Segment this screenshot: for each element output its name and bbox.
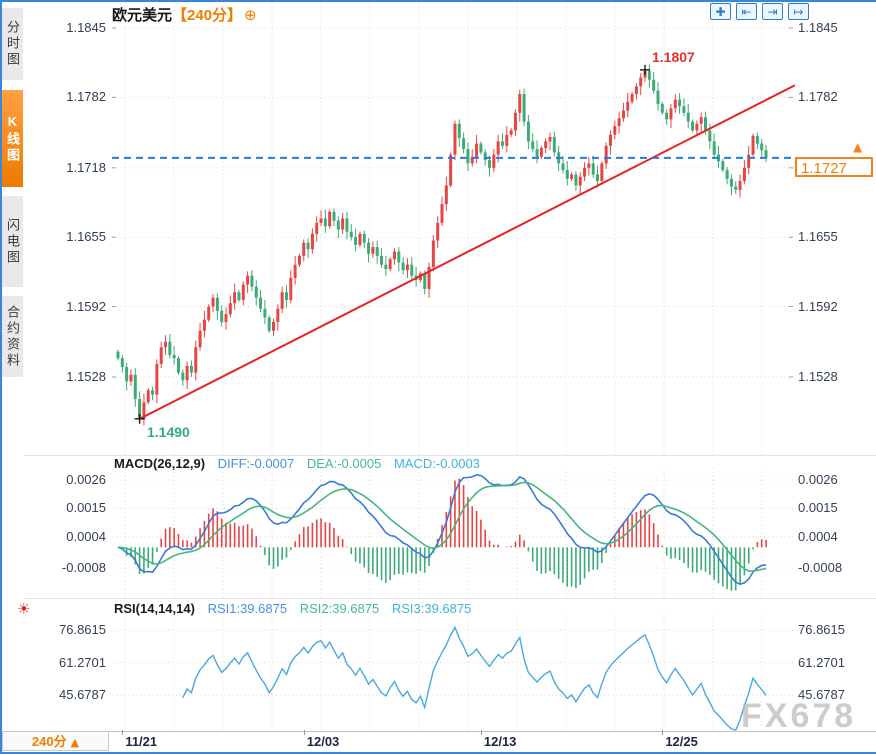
shift-right-icon[interactable]: ↦ (788, 3, 809, 20)
y-axis-label: 1.1782 (798, 89, 838, 105)
rsi3-value: RSI3:39.6875 (391, 601, 472, 616)
y-axis-label: -0.0008 (61, 559, 106, 575)
y-axis-label: 1.1592 (798, 298, 838, 314)
y-axis-label: 76.8615 (59, 622, 106, 637)
macd-macd-value: MACD:-0.0003 (393, 456, 480, 471)
low-price-annotation: 1.1490 (147, 424, 190, 440)
sidebar-item-candle-chart[interactable]: K线图 (2, 90, 23, 187)
x-axis-tick (480, 730, 482, 735)
x-axis-label: 12/13 (483, 734, 517, 749)
y-axis-label: 1.1592 (66, 298, 106, 314)
period-dropdown-arrow-icon: ▲ (70, 736, 80, 749)
y-axis-label: 0.0026 (798, 472, 838, 487)
pan-icon[interactable]: ✚ (710, 3, 731, 20)
macd-chart[interactable] (112, 468, 795, 598)
sidebar-item-lightning-chart[interactable]: 闪电图 (2, 196, 23, 287)
y-axis-label: 0.0015 (66, 500, 106, 516)
macd-dea-value: DEA:-0.0005 (306, 456, 382, 471)
rsi-title: RSI(14,14,14) (114, 601, 195, 616)
window-border-bottom (0, 752, 876, 754)
macd-title: MACD(26,12,9) (114, 456, 206, 471)
zoom-in-icon[interactable]: ⇥ (762, 3, 783, 20)
y-axis-label: 0.0026 (66, 472, 106, 487)
sidebar-item-timeline-chart[interactable]: 分时图 (2, 8, 23, 80)
chart-title: 欧元美元【240分】 ⊕ (112, 4, 257, 25)
x-axis-tick (303, 730, 305, 735)
current-price-tag: 1.1727 (795, 157, 873, 177)
y-axis-label: 1.1528 (798, 369, 838, 384)
y-axis-label: 0.0015 (798, 500, 838, 516)
x-axis-tick (662, 730, 664, 735)
window-border-top (0, 0, 876, 2)
rsi2-value: RSI2:39.6875 (299, 601, 380, 616)
x-axis-label: 12/03 (306, 734, 340, 749)
y-axis-label: 61.2701 (798, 654, 845, 670)
rsi-header: RSI(14,14,14) RSI1:39.6875 RSI2:39.6875 … (114, 601, 471, 616)
y-axis-label: 1.1845 (66, 20, 106, 35)
macd-header: MACD(26,12,9) DIFF:-0.0007 DEA:-0.0005 M… (114, 456, 480, 471)
period-selector[interactable]: 240分 ▲ (2, 731, 109, 751)
window-border-left (0, 0, 2, 754)
y-axis-label: 1.1718 (66, 159, 106, 175)
y-axis-label: 61.2701 (59, 654, 106, 670)
panel-divider (24, 455, 876, 456)
y-axis-label: 1.1655 (66, 229, 106, 245)
date-axis-strip (0, 731, 876, 753)
candlestick-chart[interactable] (112, 2, 795, 455)
period-tag: 【240分】 (172, 7, 243, 24)
add-indicator-icon[interactable]: ⊕ (244, 6, 257, 24)
y-axis-label: 45.6787 (798, 687, 845, 702)
y-axis-label: 45.6787 (59, 687, 106, 702)
indicator-settings-icon[interactable]: ☀ (17, 600, 31, 618)
x-axis-label: 11/21 (125, 734, 158, 749)
x-axis-tick (122, 730, 124, 735)
rsi1-value: RSI1:39.6875 (207, 601, 288, 616)
x-axis-label: 12/25 (665, 734, 698, 749)
period-label: 240分 (31, 734, 67, 749)
macd-diff-value: DIFF:-0.0007 (217, 456, 295, 471)
rsi-chart[interactable] (112, 613, 795, 732)
y-axis-label: 1.1655 (798, 229, 838, 245)
watermark: FX678 (741, 697, 857, 735)
y-axis-label: 76.8615 (798, 622, 845, 637)
symbol-name: 欧元美元 (112, 7, 173, 24)
sidebar-item-contract-info[interactable]: 合约资料 (2, 296, 23, 377)
panel-divider (24, 598, 876, 599)
y-axis-label: 1.1528 (66, 369, 106, 384)
y-axis-label: 0.0004 (66, 528, 106, 544)
y-axis-label: 1.1782 (66, 89, 106, 105)
y-axis-label: 1.1845 (798, 20, 838, 35)
price-up-arrow-icon: ▲ (853, 140, 863, 154)
y-axis-label: -0.0008 (798, 559, 843, 575)
y-axis-label: 0.0004 (798, 528, 838, 544)
high-price-annotation: 1.1807 (652, 49, 695, 65)
zoom-out-icon[interactable]: ⇤ (736, 3, 757, 20)
